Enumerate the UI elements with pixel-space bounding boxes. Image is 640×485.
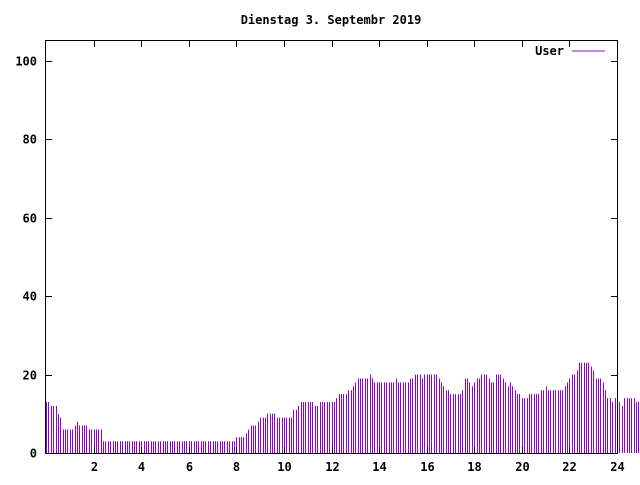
plot-frame: [46, 41, 618, 454]
bars-group: [47, 363, 640, 453]
legend-label: User: [535, 44, 564, 58]
x-tick-label: 12: [325, 460, 339, 474]
x-tick-label: 22: [562, 460, 576, 474]
x-tick-label: 24: [610, 460, 624, 474]
y-tick-label: 100: [15, 55, 37, 69]
x-tick-label: 10: [277, 460, 291, 474]
y-axis: 0 20 40 60 80 100: [15, 55, 617, 461]
legend: User: [535, 44, 605, 58]
x-tick-label: 20: [515, 460, 529, 474]
y-tick-label: 40: [23, 290, 37, 304]
y-tick-label: 0: [30, 447, 37, 461]
y-tick-label: 20: [23, 369, 37, 383]
chart-title: Dienstag 3. Septembr 2019: [241, 13, 422, 27]
x-tick-label: 14: [372, 460, 386, 474]
y-tick-label: 80: [23, 133, 37, 147]
x-tick-label: 2: [91, 460, 98, 474]
x-tick-label: 16: [420, 460, 434, 474]
x-tick-label: 4: [138, 460, 145, 474]
y-tick-label: 60: [23, 212, 37, 226]
x-tick-label: 6: [186, 460, 193, 474]
x-tick-label: 18: [467, 460, 481, 474]
x-tick-label: 8: [233, 460, 240, 474]
